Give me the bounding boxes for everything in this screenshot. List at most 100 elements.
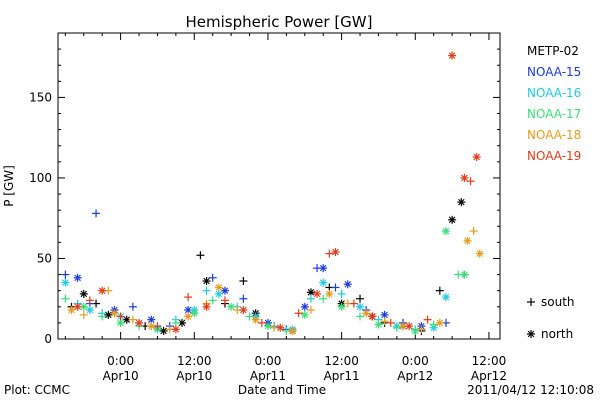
data-point-north: [448, 215, 457, 224]
data-point-south: [61, 270, 70, 279]
x-tick-time-label: 0:00: [402, 354, 429, 368]
x-tick-date-label: Apr12: [397, 369, 433, 383]
data-point-north: [300, 310, 309, 319]
data-point-north: [276, 323, 285, 332]
y-tick-label: 0: [44, 332, 52, 346]
data-point-south: [466, 177, 475, 186]
data-point-north: [104, 310, 113, 319]
data-point-south: [98, 312, 107, 321]
marker-legend-south: south: [527, 295, 575, 309]
data-point-north: [368, 312, 377, 321]
data-point-south: [435, 286, 444, 295]
data-point-north: [460, 173, 469, 182]
x-tick-time-label: 0:00: [107, 354, 134, 368]
data-point-south: [245, 312, 254, 321]
marker-legend-label: north: [541, 327, 573, 341]
data-point-north: [337, 302, 346, 311]
data-point-south: [61, 294, 70, 303]
data-point-south: [356, 312, 365, 321]
data-point-south: [239, 294, 248, 303]
data-point-south: [417, 325, 426, 334]
plot-frame: [57, 32, 501, 340]
data-point-north: [251, 315, 260, 324]
data-point-north: [85, 306, 94, 315]
data-point-north: [147, 322, 156, 331]
x-axis: 0:00Apr1012:00Apr100:00Apr1112:00Apr110:…: [64, 33, 507, 383]
x-tick-date-label: Apr12: [471, 369, 507, 383]
data-point-north: [300, 302, 309, 311]
data-point-south: [306, 306, 315, 315]
data-point-north: [441, 227, 450, 236]
series-metp-02: [67, 198, 469, 335]
marker-legend: south north: [527, 295, 575, 341]
data-point-south: [202, 286, 211, 295]
data-point-south: [239, 277, 248, 286]
data-point-north: [79, 289, 88, 298]
data-point-south: [356, 294, 365, 303]
data-point-north: [356, 302, 365, 311]
data-point-south: [294, 309, 303, 318]
y-axis: 0 50 100 150: [29, 48, 500, 346]
data-point-south: [386, 318, 395, 327]
data-point-north: [67, 306, 76, 315]
legend-entry: METP-02: [527, 44, 579, 58]
x-tick-date-label: Apr10: [103, 369, 139, 383]
legend-entry: NOAA-15: [527, 65, 581, 79]
data-point-north: [343, 280, 352, 289]
x-axis-label: Date and Time: [238, 383, 326, 397]
chart-title: Hemispheric Power [GW]: [186, 13, 373, 31]
data-point-north: [463, 236, 472, 245]
x-tick-date-label: Apr10: [176, 369, 212, 383]
x-tick-time-label: 12:00: [177, 354, 212, 368]
data-point-north: [325, 289, 334, 298]
legend-entry: NOAA-17: [527, 107, 581, 121]
data-point-south: [153, 322, 162, 331]
series-noaa-17: [61, 227, 469, 335]
data-point-north: [171, 325, 180, 334]
data-point-north: [475, 249, 484, 258]
footer-plot-source: Plot: CCMC: [4, 383, 70, 397]
data-point-south: [380, 317, 389, 326]
data-point-north: [239, 306, 248, 315]
data-point-north: [116, 318, 125, 327]
data-point-north: [61, 278, 70, 287]
data-point-north: [374, 320, 383, 329]
data-point-north: [435, 318, 444, 327]
data-point-south: [469, 227, 478, 236]
data-point-north: [411, 326, 420, 335]
data-point-north: [214, 283, 223, 292]
data-point-south: [116, 312, 125, 321]
data-point-north: [159, 326, 168, 335]
marker-legend-north: north: [527, 327, 573, 341]
data-point-north: [319, 264, 328, 273]
legend: METP-02 NOAA-15 NOAA-16 NOAA-17 NOAA-18 NOAA-…: [527, 44, 581, 163]
data-point-south: [208, 273, 217, 282]
data-point-south: [392, 323, 401, 332]
data-point-south: [257, 318, 266, 327]
data-point-north: [73, 273, 82, 282]
data-point-north: [135, 318, 144, 327]
legend-entry: NOAA-19: [527, 149, 581, 163]
x-tick-time-label: 12:00: [324, 354, 359, 368]
data-point-south: [337, 289, 346, 298]
data-point-north: [214, 289, 223, 298]
data-point-north: [319, 278, 328, 287]
data-point-north: [202, 277, 211, 286]
series-noaa-16: [61, 278, 450, 334]
data-point-north: [184, 312, 193, 321]
data-point-north: [362, 309, 371, 318]
data-point-north: [202, 302, 211, 311]
data-point-south: [196, 251, 205, 260]
data-point-south: [429, 320, 438, 329]
y-tick-label: 50: [37, 251, 52, 265]
data-point-south: [423, 315, 432, 324]
data-point-south: [325, 249, 334, 258]
data-point-south: [208, 296, 217, 305]
data-point-south: [85, 296, 94, 305]
data-point-south: [306, 294, 315, 303]
data-point-south: [92, 209, 101, 218]
x-tick-time-label: 12:00: [472, 354, 507, 368]
data-point-north: [460, 270, 469, 279]
data-point-north: [190, 309, 199, 318]
data-point-north: [448, 51, 457, 60]
